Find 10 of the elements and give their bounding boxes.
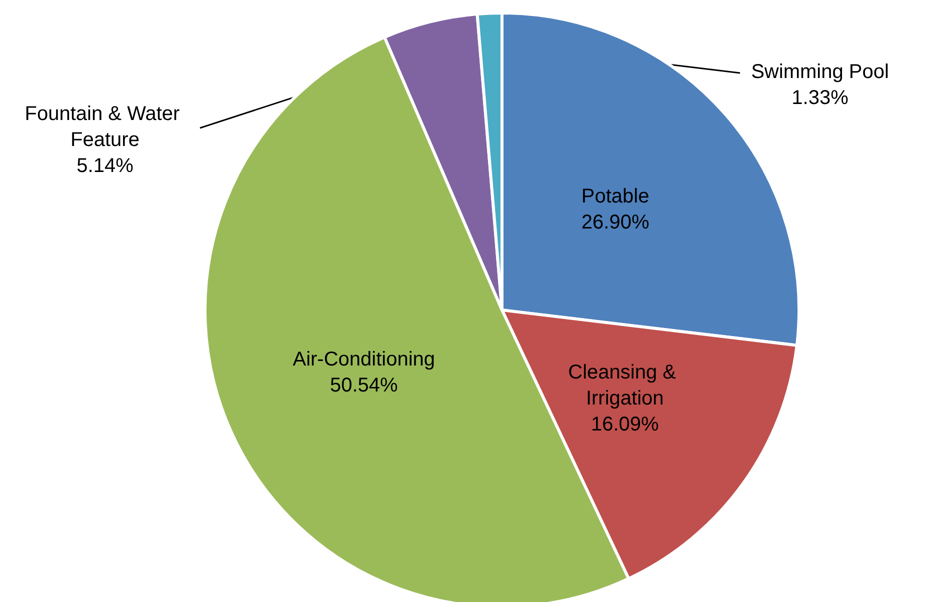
slice-label: Cleansing & Irrigation (568, 362, 682, 410)
slice-label: Air-Conditioning (292, 348, 436, 370)
data-label: 26.90% (581, 211, 650, 234)
slice-label: Swimming Pool (751, 61, 889, 83)
data-label: 1.33% (792, 87, 849, 109)
data-label: 50.54% (330, 374, 398, 396)
slice-label: Potable (581, 185, 650, 208)
slice-label: Fountain & Water Feature (24, 103, 186, 151)
data-label: 5.14% (76, 155, 134, 177)
data-label: 16.09% (590, 414, 659, 436)
